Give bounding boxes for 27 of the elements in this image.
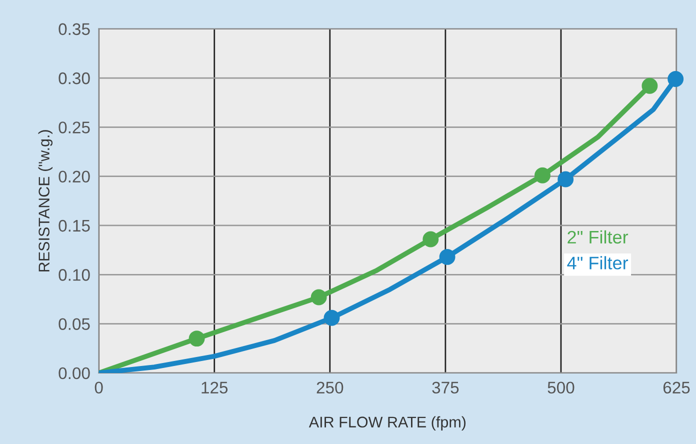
point	[324, 310, 340, 326]
y-tick-label: 0.10	[58, 269, 90, 281]
x-axis-title: AIR FLOW RATE (fpm)	[308, 416, 466, 431]
y-tick-label: 0.05	[58, 318, 90, 330]
y-tick-label: 0.15	[58, 220, 90, 232]
point	[422, 231, 439, 248]
point	[439, 248, 456, 265]
y-tick-label: 0.30	[58, 72, 90, 84]
point	[310, 289, 327, 306]
x-tick-label: 625	[663, 382, 690, 394]
y-tick-label: 0.25	[58, 122, 90, 134]
y-tick-label: 0.00	[58, 367, 90, 380]
text: 2" Filter	[568, 230, 628, 244]
y-axis-title: RESISTANCE ("w.g.)	[38, 130, 53, 272]
x-tick-label: 500	[548, 382, 574, 394]
x-tick-label: 125	[202, 382, 228, 394]
x-tick-label: 0	[94, 382, 103, 394]
x-tick-label: 250	[316, 382, 344, 394]
point	[534, 167, 550, 184]
point	[642, 78, 658, 94]
point	[668, 71, 684, 87]
y-tick-label: 0.20	[58, 170, 90, 183]
point	[558, 171, 574, 188]
point	[188, 330, 205, 347]
text: 4" Filter	[567, 256, 628, 270]
x-tick-label: 375	[432, 382, 459, 394]
y-tick-label: 0.35	[58, 23, 90, 36]
